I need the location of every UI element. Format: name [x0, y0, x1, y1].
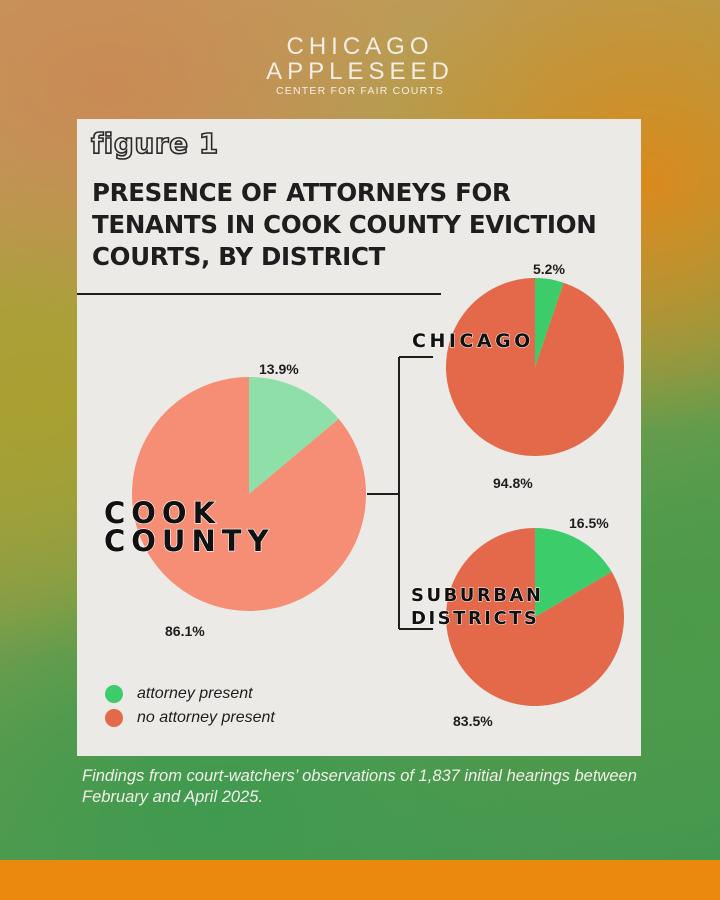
cook-no-attorney-pct: 86.1%	[165, 623, 205, 639]
legend-item-attorney-present: attorney present	[105, 682, 275, 706]
legend-label-attorney: attorney present	[137, 685, 253, 702]
cook-attorney-pct: 13.9%	[259, 361, 299, 377]
legend-swatch-no-attorney	[105, 709, 123, 727]
cook-label-line-1: COOK	[104, 496, 221, 530]
legend: attorney present no attorney present	[105, 682, 275, 730]
slice-suburban-no-attorney	[446, 528, 625, 706]
chicago-no-attorney-pct: 94.8%	[493, 475, 533, 491]
cook-label-line-2: COUNTY	[104, 524, 275, 558]
connector-line	[367, 356, 433, 630]
brand-line-1: CHICAGO	[286, 33, 434, 60]
slice-chicago-no-attorney	[445, 278, 624, 456]
figure-card: figure 1 PRESENCE OF ATTORNEYS FOR TENAN…	[77, 119, 641, 756]
suburban-label-line-2: DISTRICTS	[411, 608, 539, 629]
brand-line-2: APPLESEED	[266, 58, 454, 85]
suburban-attorney-pct: 16.5%	[569, 515, 609, 531]
legend-swatch-attorney	[105, 685, 123, 703]
label-suburban-districts: SUBURBAN DISTRICTS	[411, 585, 544, 630]
slice-suburban-attorney	[535, 528, 612, 617]
suburban-label-line-1: SUBURBAN	[411, 585, 544, 606]
pie-chicago	[445, 278, 624, 456]
pie-charts: 13.9% 86.1% 5.2% 94.8% 16.5% 83.5% COOK …	[103, 261, 625, 729]
label-chicago: CHICAGO	[412, 330, 534, 352]
brand-line-3: CENTER FOR FAIR COURTS	[276, 85, 444, 97]
chicago-attorney-pct: 5.2%	[533, 261, 565, 277]
caption: Findings from court-watchers’ observatio…	[82, 767, 637, 806]
label-cook-county: COOK COUNTY	[103, 495, 275, 558]
slice-cook-no-attorney	[131, 377, 366, 611]
title-divider	[77, 293, 441, 295]
pie-cook-county	[131, 377, 366, 611]
legend-label-no-attorney: no attorney present	[137, 709, 275, 726]
suburban-no-attorney-pct: 83.5%	[453, 713, 493, 729]
bottom-bar	[0, 860, 720, 900]
slice-cook-attorney	[249, 377, 339, 494]
brand-logo: CHICAGO APPLESEED CENTER FOR FAIR COURTS	[0, 33, 720, 98]
slice-chicago-attorney	[535, 278, 564, 367]
pie-suburban	[446, 528, 625, 706]
figure-label: figure 1	[90, 126, 219, 161]
chart-title: PRESENCE OF ATTORNEYS FOR TENANTS IN COO…	[92, 178, 597, 271]
legend-item-no-attorney: no attorney present	[105, 706, 275, 730]
